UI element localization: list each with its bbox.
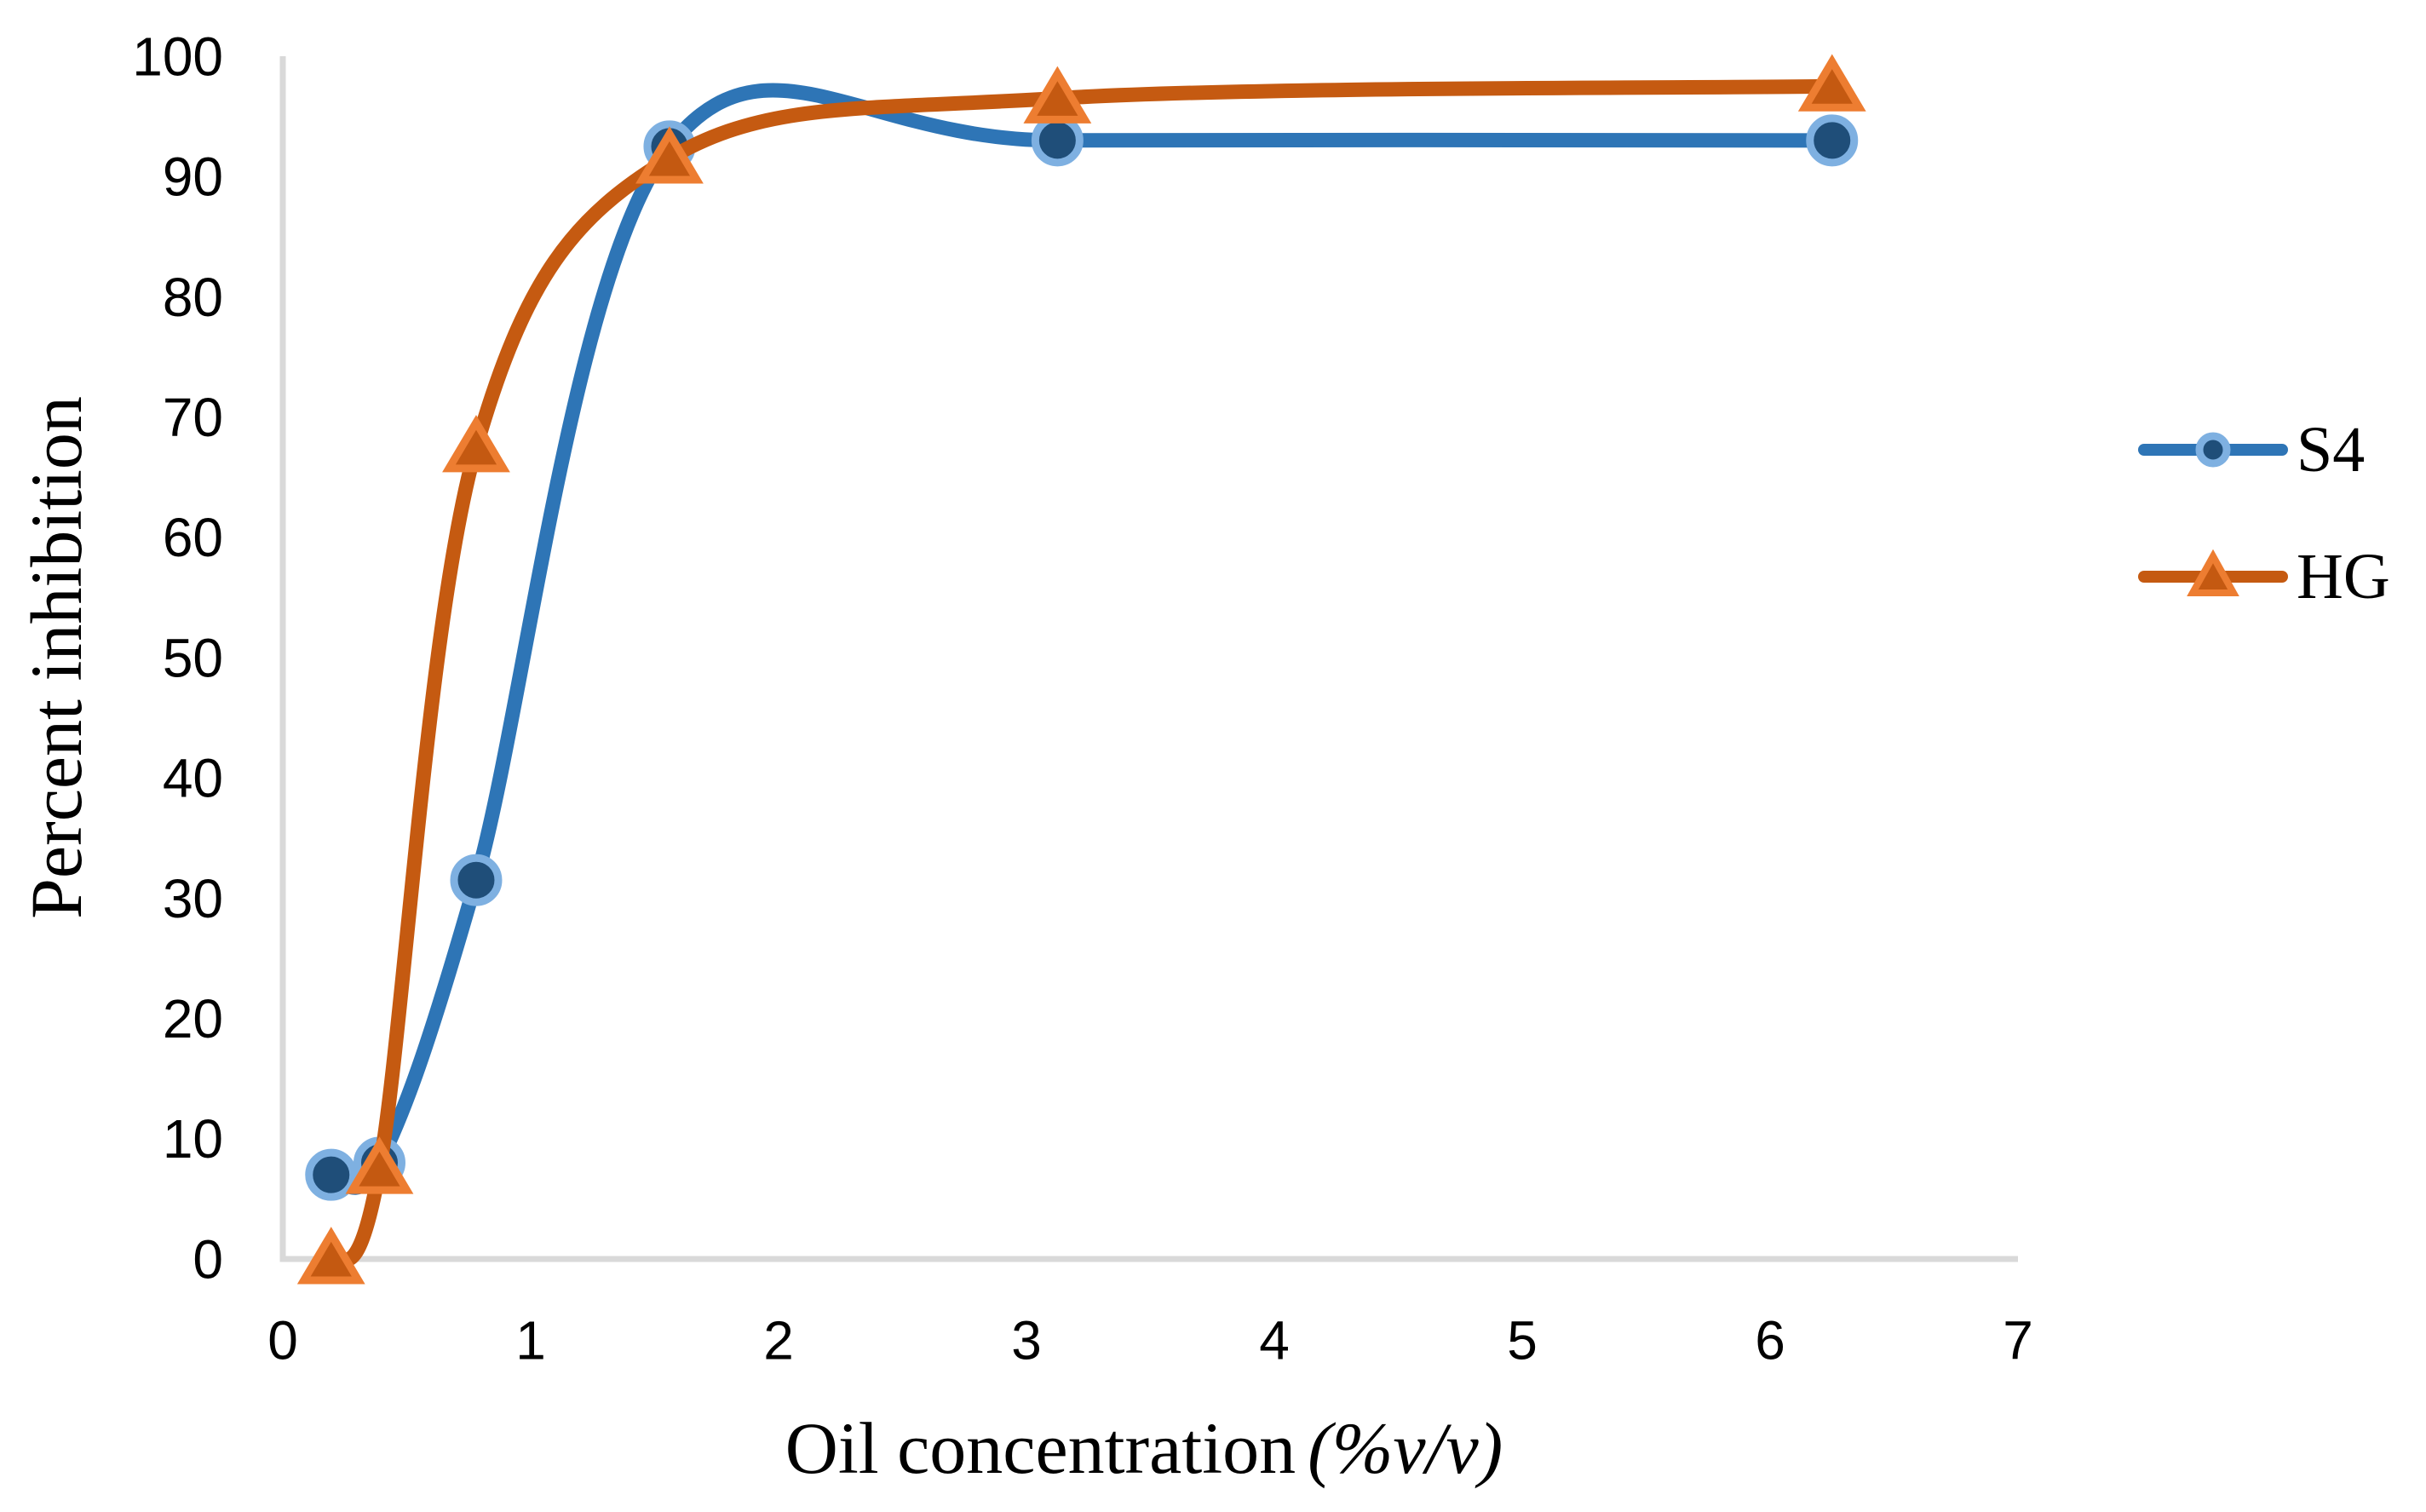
s4-circle-marker [305,1148,358,1201]
hg-triangle-marker [635,126,704,184]
x-tick-label: 0 [267,1309,298,1371]
s4-curve [324,83,1840,1195]
x-tick-label: 7 [2003,1309,2033,1371]
s4-circle-marker [450,854,503,906]
y-tick-label: 30 [163,868,223,929]
y-tick-label: 70 [163,387,223,448]
legend-label-s4: S4 [2297,414,2366,486]
axis-lines [279,56,2018,1262]
x-axis-title-unit: (%v/v) [1308,1407,1503,1489]
y-tick-label: 40 [163,748,223,809]
legend-label-hg: HG [2297,541,2390,612]
y-tick-label: 90 [163,147,223,208]
y-tick-label: 10 [163,1108,223,1170]
x-tick-label: 2 [763,1309,794,1371]
x-tick-label: 4 [1259,1309,1290,1371]
y-tick-label: 50 [163,627,223,688]
s4-line-circle-marker-icon [2138,432,2288,468]
x-tick-label: 1 [515,1309,546,1371]
legend-item-s4: S4 [2138,411,2365,488]
hg-line-triangle-marker-icon [2138,549,2288,596]
x-axis-title-text: Oil concentration [785,1407,1296,1489]
x-tick-label: 5 [1507,1309,1538,1371]
hg-curve [324,78,1840,1268]
y-axis-title: Percent inhibition [15,396,97,919]
hg-triangle-marker [1797,54,1866,112]
y-tick-label: 100 [132,26,223,87]
legend-item-hg: HG [2138,538,2390,615]
s4-circle-marker [1806,114,1859,167]
hg-triangle-marker [1023,66,1092,124]
hg-triangle-marker [296,1227,365,1285]
x-axis-title: Oil concentration (%v/v) [463,1401,1825,1495]
y-tick-label: 60 [163,507,223,568]
s4-circle-marker [1031,114,1084,167]
hg-triangle-marker [442,415,510,473]
legend-s4-circle-marker [2195,432,2231,468]
x-tick-label: 3 [1011,1309,1042,1371]
y-tick-label: 20 [163,988,223,1049]
x-tick-label: 6 [1755,1309,1785,1371]
hg-triangle-marker [345,1136,414,1194]
legend-hg-triangle-marker [2187,549,2239,596]
y-tick-label: 80 [163,267,223,328]
y-tick-label: 0 [193,1228,223,1290]
